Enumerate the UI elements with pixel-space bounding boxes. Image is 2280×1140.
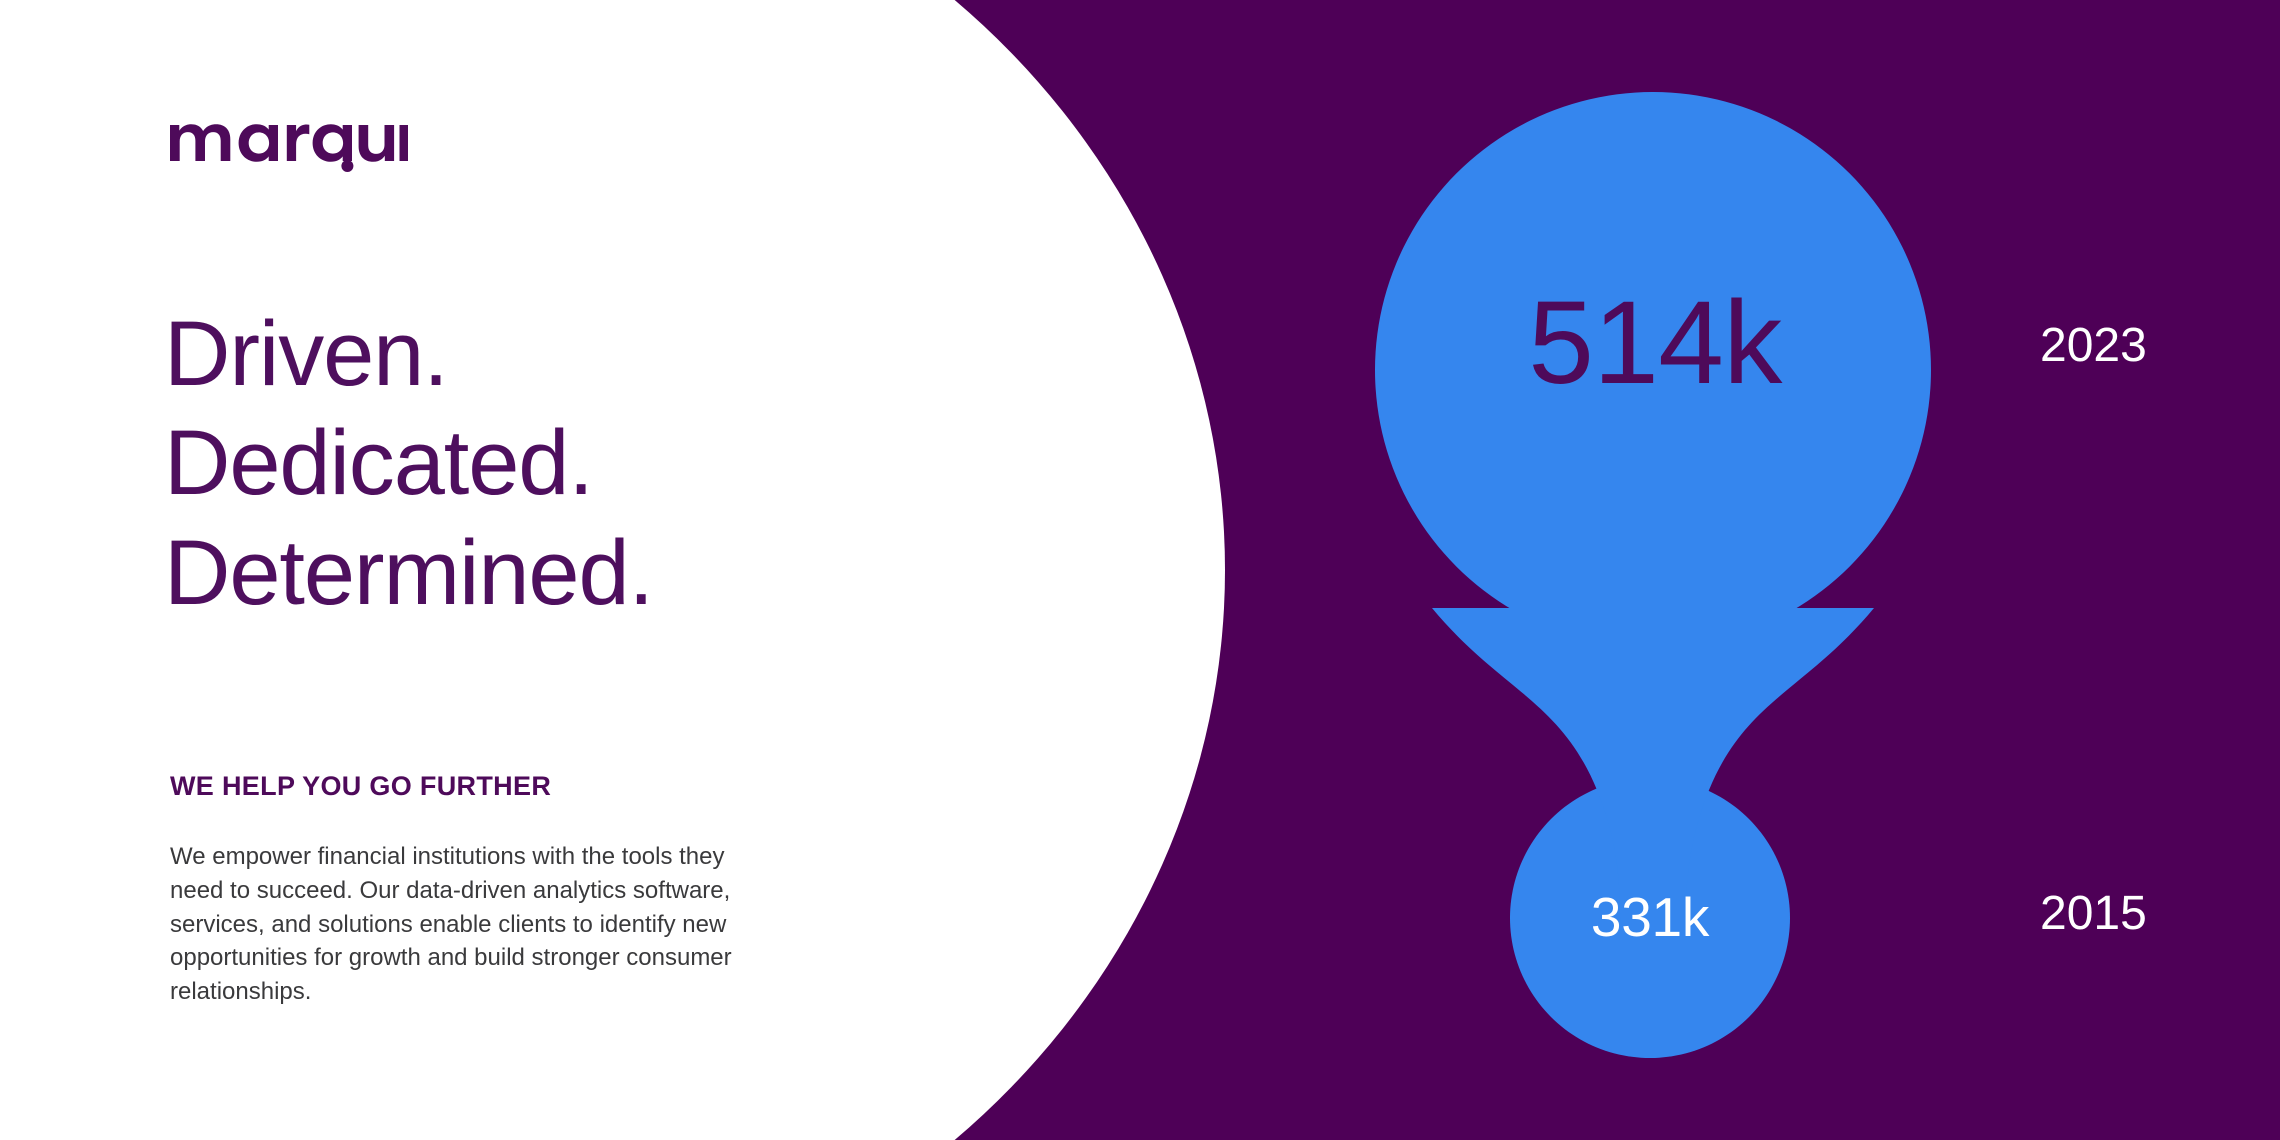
marquis-logo-mark [170,124,408,172]
section-eyebrow: WE HELP YOU GO FURTHER [170,771,552,801]
headline-line-1: Driven. [164,303,449,405]
marquis-logo [170,108,408,172]
body-paragraph: We empower financial institutions with t… [170,843,732,1006]
bubble-year-2023: 2023 [2040,319,2147,372]
page-title: Driven. Dedicated. Determined. [164,300,924,628]
headline-line-3: Determined. [164,521,654,624]
headline-line-2: Dedicated. [164,412,594,515]
bubble-value-2023: 514k [1528,277,1782,409]
bubble-year-2015: 2015 [2040,887,2147,940]
bubble-gourd-shape [1374,92,1931,1059]
white-circle-shape [0,0,1225,1140]
left-content-column: Driven. Dedicated. Determined. WE HELP Y… [164,0,930,1140]
bubble-value-2015: 331k [1590,886,1710,948]
